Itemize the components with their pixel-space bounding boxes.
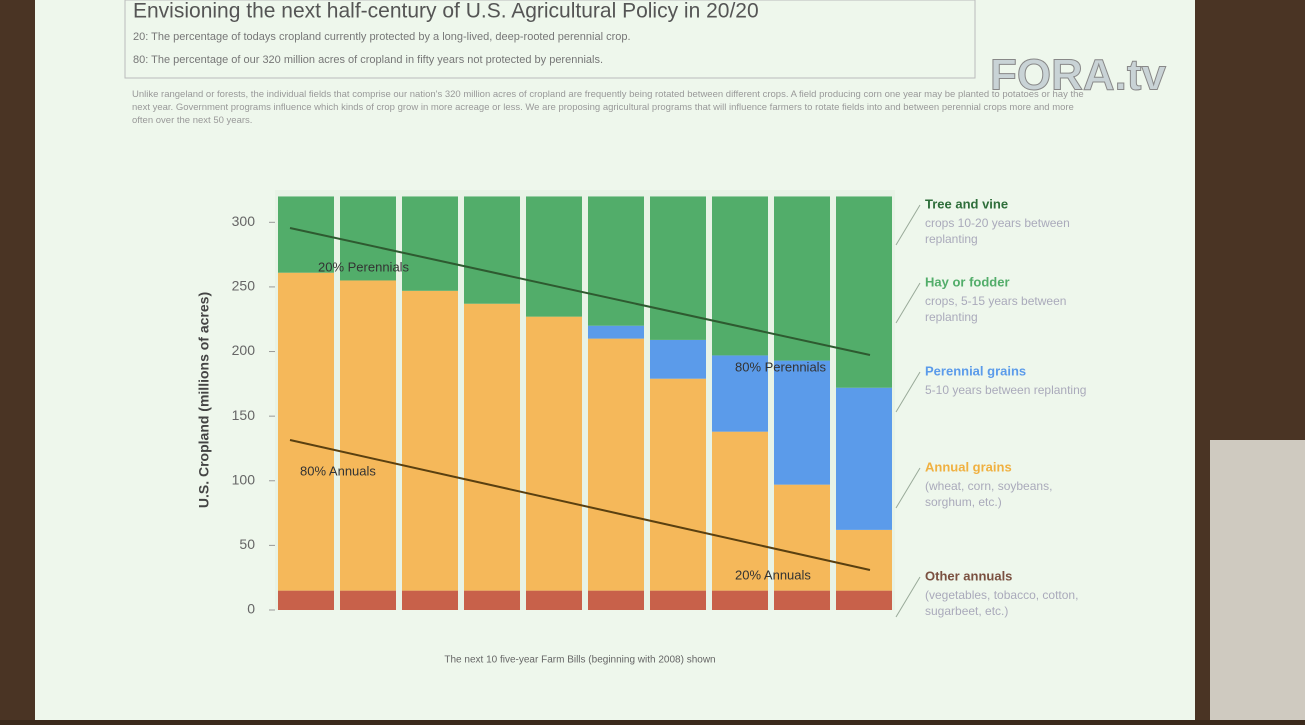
bar-segment: [774, 484, 830, 591]
trend-line: [289, 439, 871, 571]
bar-segment: [712, 431, 768, 591]
legend-label: Other annuals: [925, 568, 1012, 583]
legend-detail: crops, 5-15 years between replanting: [925, 294, 1067, 324]
bar-segment: [278, 590, 334, 610]
bar-segment: [774, 196, 830, 361]
logo: FORA.tv: [990, 51, 1167, 100]
annotation: 20% Annuals: [735, 567, 811, 582]
bar-segment: [836, 590, 892, 610]
legend-connector: [895, 467, 921, 509]
bar-segment: [650, 378, 706, 591]
bar-segment: [464, 196, 520, 304]
bar-segment: [340, 590, 396, 610]
bar-segment: [774, 590, 830, 610]
bar-segment: [650, 590, 706, 610]
trend-line: [289, 227, 871, 356]
y-tick-label: 300: [232, 213, 256, 229]
y-tick-label: 250: [232, 278, 256, 294]
bar-segment: [402, 590, 458, 610]
header-box: [124, 0, 976, 79]
legend-detail-box: crops 10-20 years between replanting: [925, 216, 1070, 246]
bar-segment: [402, 196, 458, 291]
bar-segment: [650, 339, 706, 379]
bar-segment: [774, 360, 830, 485]
paragraph-box: Unlike rangeland or forests, the individ…: [132, 89, 1084, 126]
bar-segment: [712, 355, 768, 432]
legend-detail-box: crops, 5-15 years between replanting: [925, 294, 1067, 324]
bar-segment: [588, 325, 644, 339]
bar-segment: [588, 196, 644, 326]
legend-label: Hay or fodder: [925, 274, 1010, 289]
paragraph: Unlike rangeland or forests, the individ…: [132, 89, 1084, 126]
legend-label: Perennial grains: [925, 363, 1026, 378]
bar-segment: [712, 196, 768, 356]
legend-detail: (vegetables, tobacco, cotton, sugarbeet,…: [925, 588, 1079, 618]
legend-detail-box: (wheat, corn, soybeans, sorghum, etc.): [925, 479, 1053, 509]
bar-segment: [712, 590, 768, 610]
legend-connector: [895, 282, 921, 324]
x-axis-label: The next 10 five-year Farm Bills (beginn…: [444, 655, 715, 666]
bar-segment: [464, 590, 520, 610]
title: Envisioning the next half-century of U.S…: [133, 0, 759, 23]
y-tick-label: 0: [247, 601, 255, 617]
legend-detail-box: (vegetables, tobacco, cotton, sugarbeet,…: [925, 588, 1079, 618]
wall: [1210, 440, 1305, 720]
legend-connector: [895, 371, 921, 413]
bar-segment: [278, 272, 334, 591]
bar-segment: [588, 590, 644, 610]
legend-detail: 5-10 years between replanting: [925, 383, 1087, 397]
annotation: 80% Annuals: [300, 463, 376, 478]
legend-connector: [895, 204, 921, 246]
header-line: 20: The percentage of todays cropland cu…: [133, 31, 631, 43]
plot: 0 50 100 150 200 250 300 20% Perennials 80% Annu…: [232, 190, 1087, 618]
bar-segment: [526, 590, 582, 610]
legend-detail-box: 5-10 years between replanting: [925, 383, 1087, 397]
bar-segment: [402, 290, 458, 591]
annotation: 80% Perennials: [735, 359, 827, 374]
legend-detail: crops 10-20 years between replanting: [925, 216, 1070, 246]
legend-connector: [895, 576, 921, 618]
legend-detail: (wheat, corn, soybeans, sorghum, etc.): [925, 479, 1053, 509]
y-tick-label: 50: [239, 536, 255, 552]
y-tick-label: 150: [232, 407, 256, 423]
bar-segment: [836, 196, 892, 388]
y-tick-label: 100: [232, 471, 256, 487]
bar-segment: [588, 338, 644, 591]
bar-segment: [340, 196, 396, 281]
bar-segment: [526, 316, 582, 591]
legend-label: Tree and vine: [925, 196, 1008, 211]
bar-segment: [836, 529, 892, 591]
bar-segment: [340, 280, 396, 591]
bar-segment: [526, 196, 582, 317]
legend-label: Annual grains: [925, 459, 1012, 474]
bar-segment: [650, 196, 706, 340]
bar-segment: [836, 387, 892, 530]
annotation: 20% Perennials: [318, 259, 410, 274]
header-line: 80: The percentage of our 320 million ac…: [133, 54, 603, 66]
y-tick-label: 200: [232, 342, 256, 358]
bar-segment: [464, 303, 520, 591]
y-axis-label: U.S. Cropland (millions of acres): [196, 292, 212, 508]
